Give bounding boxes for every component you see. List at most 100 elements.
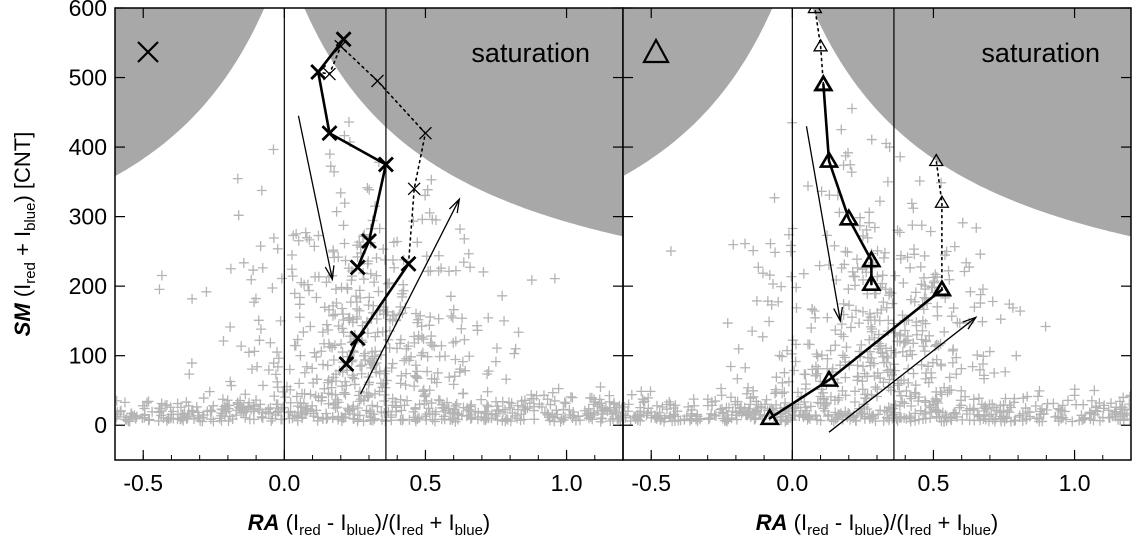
x-marker — [402, 257, 415, 271]
background-point — [373, 286, 384, 297]
background-point — [944, 274, 955, 285]
background-point — [304, 285, 315, 296]
background-point — [715, 404, 726, 415]
background-point — [379, 368, 390, 379]
background-point — [1030, 401, 1041, 412]
background-point — [979, 406, 990, 417]
background-point — [299, 367, 310, 378]
background-point — [317, 327, 328, 338]
background-point — [436, 263, 447, 274]
background-point — [290, 340, 301, 351]
background-point — [307, 363, 318, 374]
background-point — [433, 394, 444, 405]
background-point — [374, 366, 385, 377]
background-point — [951, 369, 962, 380]
background-point — [361, 387, 372, 398]
background-point — [448, 379, 459, 390]
background-point — [757, 331, 768, 342]
background-point — [977, 316, 988, 327]
background-point — [881, 351, 892, 362]
background-point — [918, 304, 929, 315]
background-point — [721, 415, 732, 426]
background-point — [498, 407, 509, 418]
background-point — [936, 389, 947, 400]
background-point — [623, 412, 631, 423]
background-point — [902, 252, 913, 263]
background-point — [825, 391, 836, 402]
background-point — [583, 403, 594, 414]
background-point — [703, 414, 714, 425]
dotted-series-line — [935, 160, 943, 291]
background-point — [401, 368, 412, 379]
background-point — [770, 247, 781, 258]
background-point — [838, 160, 849, 171]
background-point — [651, 400, 662, 411]
arrow-head — [324, 265, 335, 282]
background-point — [364, 292, 375, 303]
data-markers — [759, 8, 953, 426]
background-point — [924, 400, 935, 411]
background-point — [857, 306, 868, 317]
background-point — [955, 395, 966, 406]
background-point — [939, 326, 950, 337]
background-point — [337, 303, 348, 314]
triangle-marker — [815, 76, 832, 90]
background-point — [806, 323, 817, 334]
background-point — [1009, 393, 1020, 404]
background-point — [427, 214, 438, 225]
background-point — [115, 405, 126, 416]
arrow-shaft — [297, 115, 333, 280]
background-point — [395, 394, 406, 405]
background-point — [636, 386, 647, 397]
background-point — [857, 384, 868, 395]
background-point — [208, 400, 219, 411]
background-point — [381, 375, 392, 386]
background-point — [748, 245, 759, 256]
background-point — [426, 331, 437, 342]
background-point — [551, 405, 562, 416]
background-point — [291, 391, 302, 402]
background-point — [866, 352, 877, 363]
background-point — [299, 279, 310, 290]
background-point — [873, 409, 884, 420]
background-point — [505, 416, 516, 427]
background-point — [305, 389, 316, 400]
saturation-area — [115, 8, 623, 237]
background-point — [493, 404, 504, 415]
solid-series-line — [822, 83, 873, 286]
background-point — [256, 185, 267, 196]
x-tick-label: 0.0 — [268, 470, 300, 496]
background-point — [287, 250, 298, 261]
background-point — [492, 414, 503, 425]
x-marker — [377, 156, 394, 173]
background-point — [287, 271, 298, 282]
background-point — [770, 384, 781, 395]
background-point — [657, 402, 668, 413]
triangle-marker — [928, 153, 944, 167]
background-point — [1034, 385, 1045, 396]
background-point — [857, 274, 868, 285]
background-point — [1024, 407, 1035, 418]
background-point — [878, 415, 889, 426]
background-point — [336, 338, 347, 349]
background-point — [499, 315, 510, 326]
background-point — [311, 374, 322, 385]
background-point — [348, 401, 359, 412]
background-point — [812, 397, 823, 408]
background-point — [805, 401, 816, 412]
background-point — [740, 362, 751, 373]
background-point — [248, 265, 259, 276]
data-markers — [310, 31, 432, 373]
background-point — [862, 232, 873, 243]
background-point — [505, 402, 516, 413]
background-point — [328, 245, 339, 256]
background-point — [931, 354, 942, 365]
background-point — [309, 241, 320, 252]
background-point — [272, 382, 283, 393]
background-point — [919, 292, 930, 303]
x-axis-title-left: RA (Ired - Iblue)/(Ired + Iblue) — [248, 510, 491, 539]
background-point — [926, 282, 937, 293]
background-point — [273, 406, 284, 417]
background-point — [443, 266, 454, 277]
background-point — [935, 359, 946, 370]
